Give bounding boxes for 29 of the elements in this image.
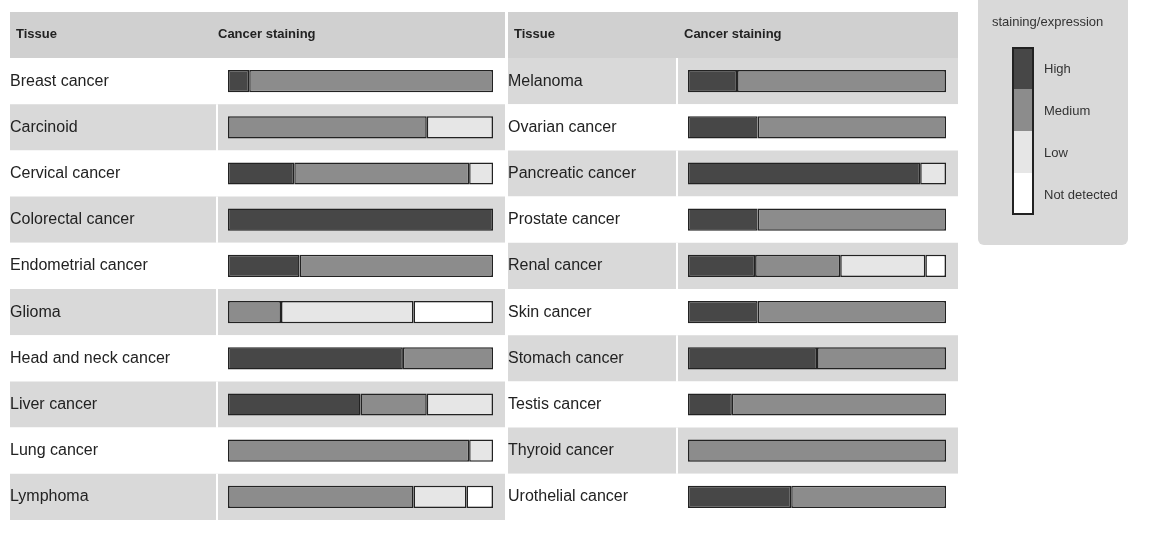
y-tick-label: Prostate cancer [508,210,621,228]
y-tick-label: Renal cancer [508,256,603,274]
y-tick-label: Pancreatic cancer [508,163,637,181]
x-axis-title: Cancer staining [218,26,316,41]
y-tick-label: Lung cancer [10,441,99,459]
y-tick-label: Melanoma [508,71,583,89]
y-axis-title: Tissue [16,26,57,41]
legend-label: Low [1043,144,1068,160]
y-tick-label: Liver cancer [10,394,98,412]
y-tick-label: Cervical cancer [10,163,121,181]
y-tick-label: Skin cancer [508,302,593,320]
y-tick-label: Lymphoma [10,487,89,505]
legend-label: Not detected [1043,186,1118,202]
legend-label: Medium [1043,102,1091,118]
y-tick-label: Ovarian cancer [508,117,618,135]
y-tick-label: Endometrial cancer [10,256,149,274]
y-tick-label: Breast cancer [10,71,110,89]
legend-label: High [1043,60,1071,76]
y-tick-label: Carcinoid [10,117,78,135]
legend-title: staining/expression [992,14,1105,29]
y-tick-label: Glioma [10,302,61,320]
y-tick-label: Urothelial cancer [508,487,629,505]
x-axis-title: Cancer staining [684,26,782,41]
y-axis-title: Tissue [514,26,555,41]
y-tick-label: Head and neck cancer [10,348,171,366]
y-tick-label: Thyroid cancer [508,441,615,459]
y-tick-label: Colorectal cancer [10,210,136,228]
y-tick-label: Testis cancer [508,394,603,412]
y-tick-label: Stomach cancer [508,348,625,366]
